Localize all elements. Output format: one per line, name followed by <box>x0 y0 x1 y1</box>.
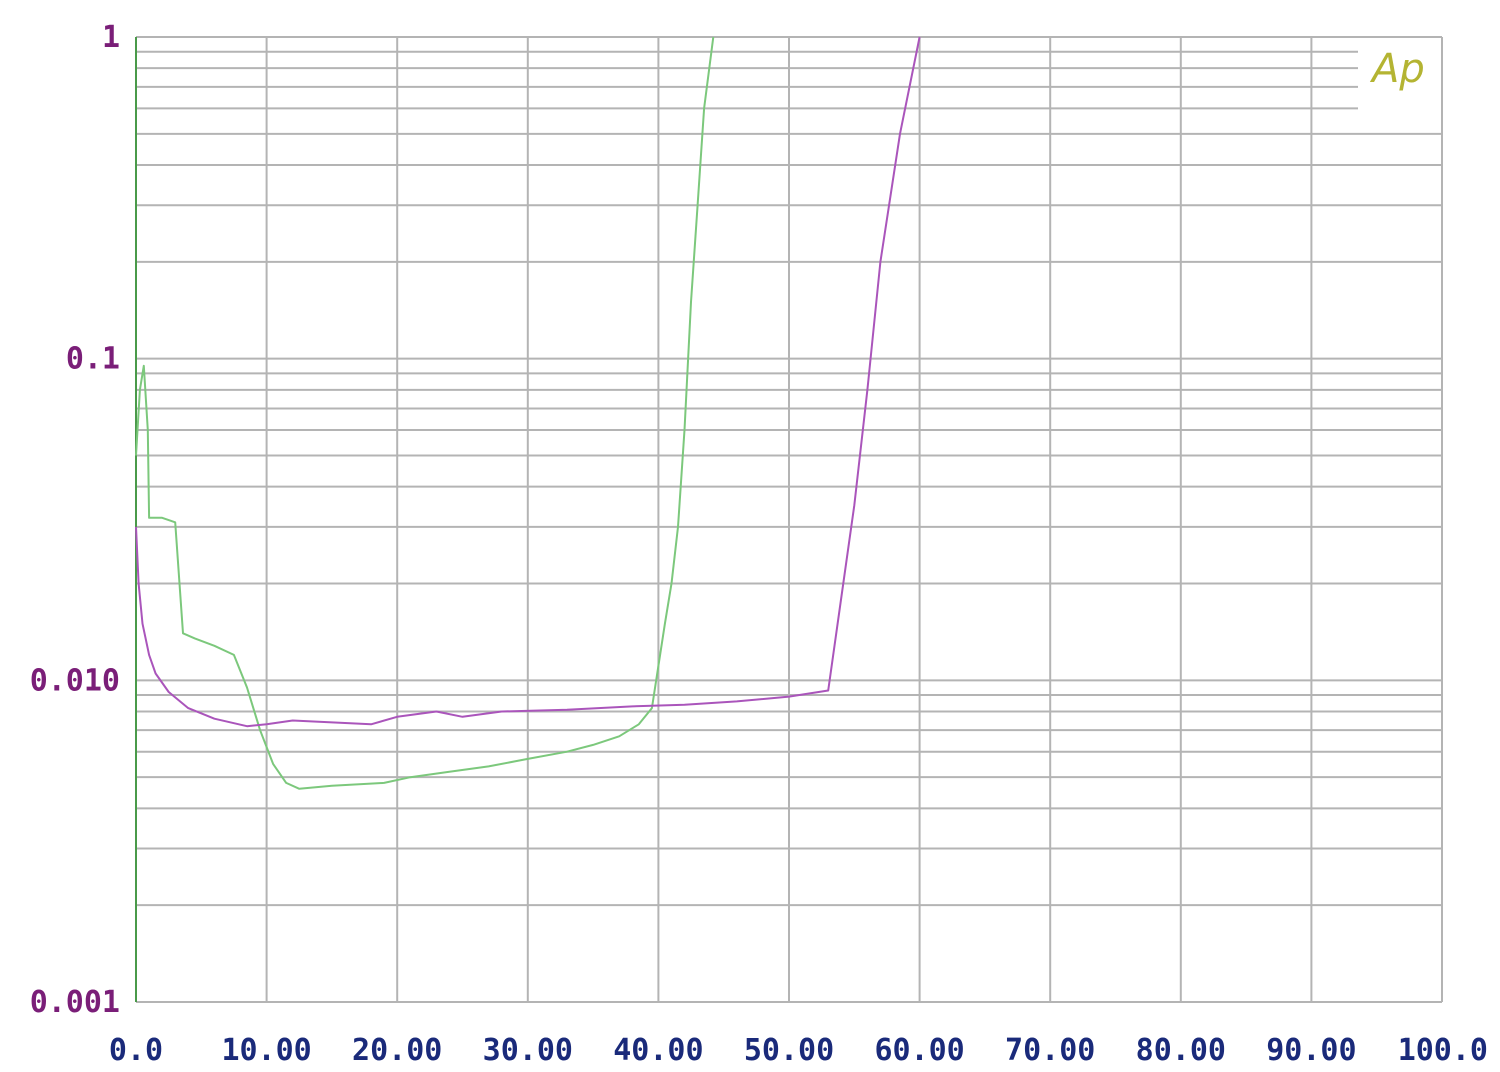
x-tick-label: 50.00 <box>744 1033 834 1068</box>
y-tick-label: 1 <box>102 20 120 55</box>
x-tick-label: 60.00 <box>874 1033 964 1068</box>
x-tick-label: 90.00 <box>1266 1033 1356 1068</box>
x-tick-label: 10.00 <box>221 1033 311 1068</box>
y-tick-label: 0.001 <box>30 985 120 1020</box>
x-tick-label: 70.00 <box>1005 1033 1095 1068</box>
x-tick-labels: 0.0 10.00 20.00 30.00 40.00 50.00 60.00 70.00 80… <box>109 1033 1488 1068</box>
x-tick-label: 40.00 <box>613 1033 703 1068</box>
grid <box>135 36 1443 1003</box>
y-tick-label: 0.010 <box>30 663 120 698</box>
x-tick-label: 30.00 <box>483 1033 573 1068</box>
ap-logo: Ap <box>1369 46 1425 92</box>
series-lines <box>135 36 921 790</box>
x-tick-label: 100.0 <box>1398 1033 1488 1068</box>
x-tick-label: 0.0 <box>109 1033 163 1068</box>
x-tick-label: 20.00 <box>352 1033 442 1068</box>
series-line-1 <box>135 36 715 790</box>
series-line-2 <box>135 36 921 728</box>
y-tick-label: 0.1 <box>66 342 120 377</box>
x-tick-label: 80.00 <box>1136 1033 1226 1068</box>
y-tick-labels: 1 0.1 0.010 0.001 <box>30 20 120 1020</box>
